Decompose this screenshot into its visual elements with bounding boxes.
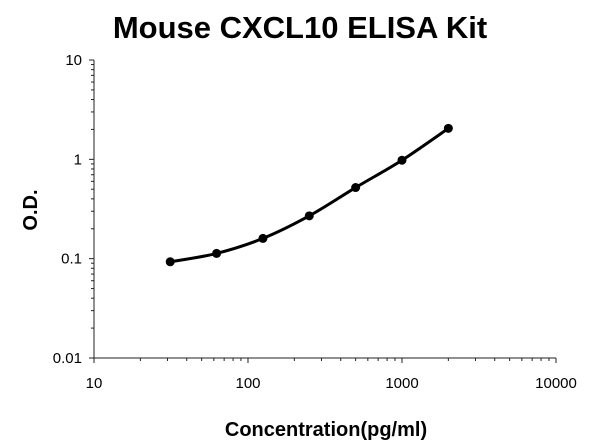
y-tick-label: 0.01 bbox=[53, 350, 82, 367]
chart-title: Mouse CXCL10 ELISA Kit bbox=[113, 10, 487, 45]
x-tick-label: 100 bbox=[235, 375, 260, 392]
data-point bbox=[165, 257, 175, 267]
x-tick-label: 1000 bbox=[385, 375, 418, 392]
data-point bbox=[443, 123, 453, 133]
y-tick-label: 1 bbox=[74, 151, 82, 168]
x-axis-title: Concentration(pg/ml) bbox=[225, 419, 427, 441]
plot-area bbox=[165, 123, 453, 267]
y-tick-label: 0.1 bbox=[61, 251, 82, 268]
y-tick-label: 10 bbox=[65, 52, 82, 69]
data-point bbox=[212, 248, 222, 258]
axes: 0.01 0.1 1 10 10 100 1000 10000 bbox=[53, 52, 577, 392]
y-axis-title: O.D. bbox=[20, 189, 42, 230]
data-point bbox=[258, 233, 268, 243]
data-point bbox=[397, 155, 407, 165]
data-point bbox=[304, 211, 314, 221]
data-point bbox=[351, 183, 361, 193]
x-tick-label: 10 bbox=[86, 375, 103, 392]
x-tick-label: 10000 bbox=[535, 375, 577, 392]
series-line bbox=[168, 126, 450, 264]
